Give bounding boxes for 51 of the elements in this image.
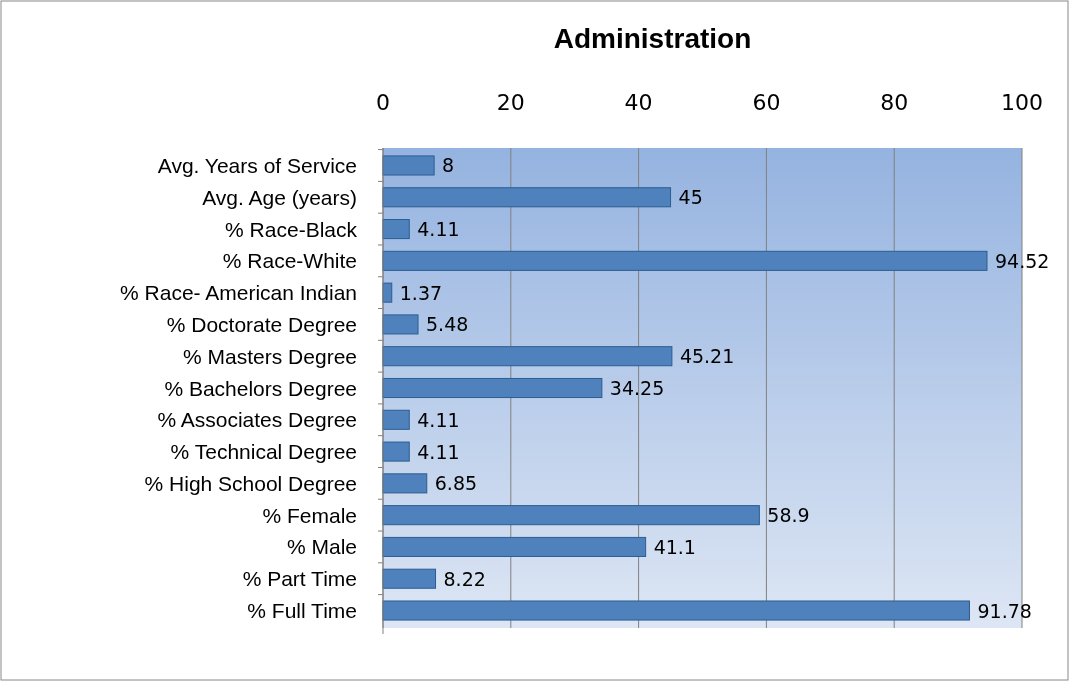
y-tick-label: % Technical Degree (170, 440, 357, 464)
data-label: 94.52 (994, 249, 1050, 272)
bar (382, 600, 970, 621)
y-tick-label: % Bachelors Degree (164, 376, 357, 400)
data-label: 4.11 (417, 218, 460, 241)
y-tick-label: % Doctorate Degree (166, 312, 357, 336)
y-tick-label: % Race-Black (225, 217, 358, 241)
bar (382, 219, 410, 240)
bar (382, 314, 419, 335)
y-tick-label: % Female (262, 503, 357, 527)
bar (382, 377, 603, 399)
x-tick-label: 20 (496, 90, 525, 115)
x-tick-label: 80 (880, 90, 909, 115)
bar (382, 441, 410, 462)
y-tick-label: % Masters Degree (183, 344, 357, 368)
data-label: 45 (678, 186, 703, 209)
data-label: 45.21 (679, 345, 735, 368)
bar (382, 346, 673, 367)
y-tick-label: % Associates Degree (157, 408, 357, 432)
x-tick-label: 100 (1001, 90, 1043, 115)
y-tick-label: % Race- American Indian (120, 281, 357, 305)
data-label: 91.78 (977, 599, 1032, 622)
y-tick-label: Avg. Age (years) (202, 185, 357, 209)
data-label: 58.9 (767, 504, 810, 527)
y-tick-label: % Race-White (222, 249, 357, 273)
bar (382, 568, 437, 589)
data-label: 34.25 (609, 377, 665, 399)
data-label: 8 (442, 154, 455, 177)
bar (382, 187, 672, 208)
data-label: 41.1 (653, 535, 696, 558)
bar (382, 473, 428, 494)
bar (382, 250, 988, 271)
y-tick-label: Avg. Years of Service (157, 153, 357, 177)
y-tick-label: % Part Time (242, 567, 357, 591)
y-tick-label: % Male (286, 535, 357, 559)
data-label: 1.37 (399, 281, 443, 304)
x-tick-label: 60 (752, 90, 781, 115)
data-label: 4.11 (417, 440, 460, 463)
bar (382, 155, 435, 176)
x-tick-label: 40 (624, 90, 653, 115)
data-label: 5.48 (426, 313, 469, 336)
y-tick-label: % Full Time (247, 599, 357, 623)
bar (382, 409, 410, 430)
bar (382, 505, 760, 526)
x-tick-label: 0 (376, 90, 390, 115)
chart-title: Administration (553, 23, 752, 54)
data-label: 4.11 (417, 408, 460, 431)
y-tick-label: % High School Degree (144, 471, 357, 495)
data-label: 6.85 (434, 472, 478, 495)
data-label: 8.22 (443, 567, 486, 590)
bar (382, 536, 647, 557)
